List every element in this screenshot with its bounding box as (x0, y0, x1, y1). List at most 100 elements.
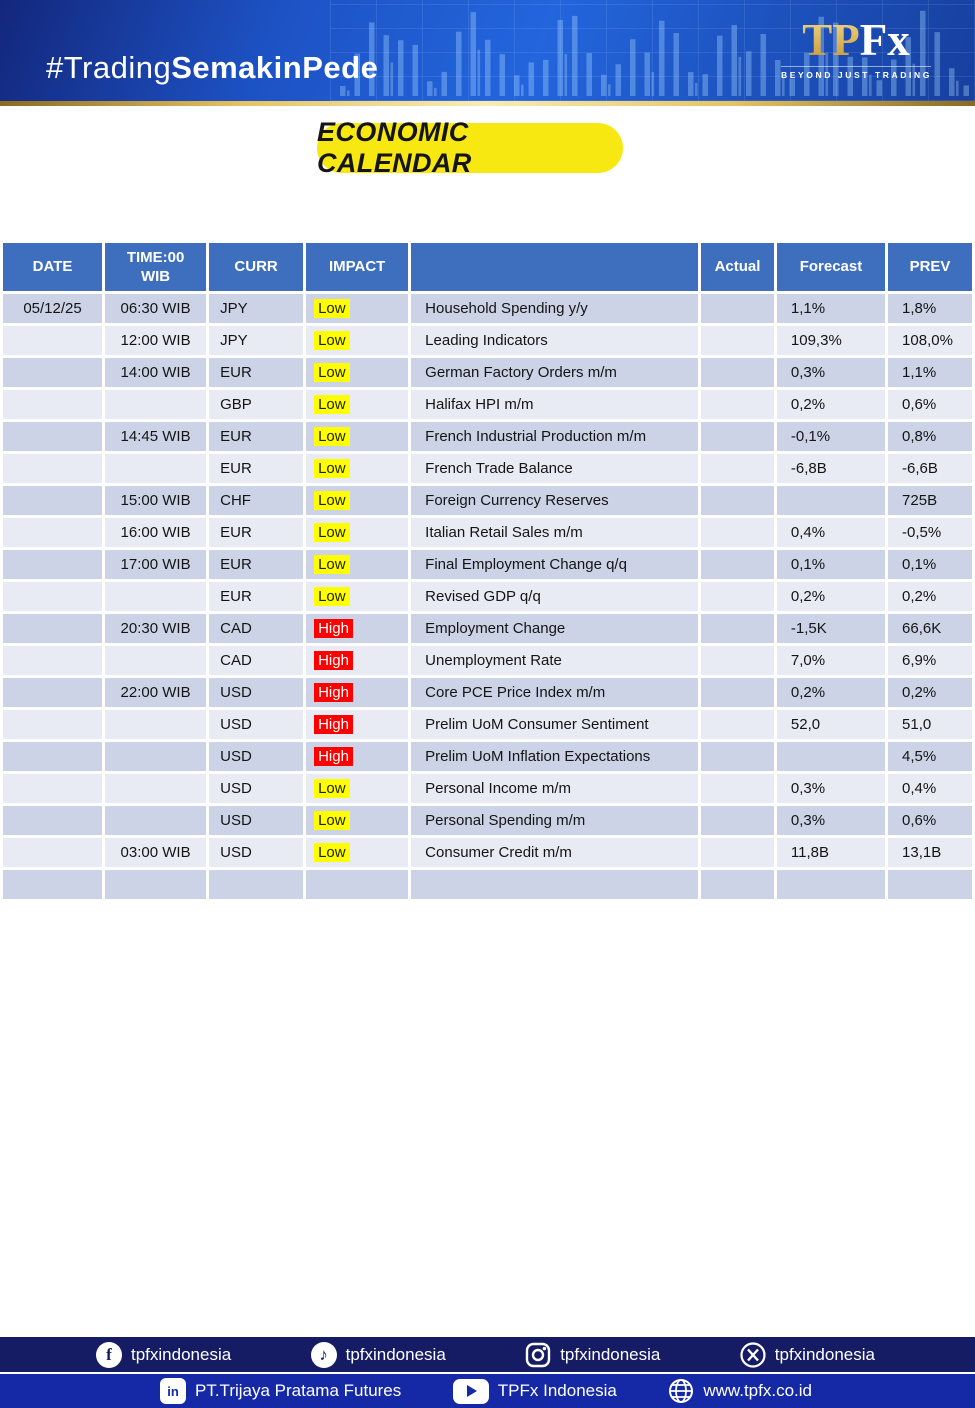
calendar-table-body: 05/12/25 06:30 WIB JPY Low Household Spendin… (0, 291, 975, 902)
impact-badge: High (314, 683, 353, 702)
event-cell: Employment Change (408, 611, 702, 646)
curr-cell: USD (206, 707, 307, 742)
date-cell: 05/12/25 (0, 291, 106, 326)
table-row: CAD High Unemployment Rate 7,0% 6,9% (0, 643, 975, 678)
date-cell (0, 803, 106, 838)
prev-cell: -0,5% (885, 515, 975, 550)
prev-cell: 0,4% (885, 771, 975, 806)
footer-linkedin[interactable]: in PT.Trijaya Pratama Futures (160, 1378, 401, 1404)
social-x[interactable]: tpfxindonesia (740, 1341, 875, 1368)
impact-badge: Low (314, 555, 350, 574)
col-header-impact: IMPACT (303, 240, 412, 294)
event-cell: Foreign Currency Reserves (408, 483, 702, 518)
prev-cell: 725B (885, 483, 975, 518)
curr-cell: EUR (206, 355, 307, 390)
impact-badge: Low (314, 523, 350, 542)
forecast-cell: 0,3% (773, 355, 889, 390)
event-cell: French Industrial Production m/m (408, 419, 702, 454)
date-cell (0, 451, 106, 486)
impact-badge: Low (314, 779, 350, 798)
social-tiktok[interactable]: ♪ tpfxindonesia (310, 1341, 446, 1368)
impact-cell: Low (303, 579, 412, 614)
impact-cell: Low (303, 355, 412, 390)
forecast-cell (773, 867, 889, 902)
curr-cell: EUR (206, 419, 307, 454)
impact-badge: Low (314, 395, 350, 414)
curr-cell: EUR (206, 579, 307, 614)
curr-cell: JPY (206, 291, 307, 326)
event-cell: Personal Spending m/m (408, 803, 702, 838)
impact-cell (303, 867, 412, 902)
time-cell: 03:00 WIB (102, 835, 210, 870)
footer-website[interactable]: www.tpfx.co.id (668, 1378, 812, 1404)
event-cell: Core PCE Price Index m/m (408, 675, 702, 710)
curr-cell: CHF (206, 483, 307, 518)
date-cell (0, 355, 106, 390)
impact-cell: High (303, 643, 412, 678)
actual-cell (698, 419, 777, 454)
prev-cell: 6,9% (885, 643, 975, 678)
instagram-icon (525, 1342, 551, 1367)
impact-badge: High (314, 651, 353, 670)
table-row: EUR Low French Trade Balance -6,8B -6,6B (0, 451, 975, 486)
banner-chart-decoration (340, 10, 969, 97)
impact-cell: Low (303, 803, 412, 838)
table-row: 17:00 WIB EUR Low Final Employment Change q… (0, 547, 975, 582)
prev-cell: 108,0% (885, 323, 975, 358)
time-cell (102, 771, 210, 806)
social-instagram[interactable]: tpfxindonesia (525, 1342, 660, 1368)
tiktok-icon: ♪ (310, 1341, 337, 1368)
prev-cell: 0,2% (885, 579, 975, 614)
tpfx-logo-word: TPFx (781, 16, 931, 64)
date-cell (0, 643, 106, 678)
top-banner: #TradingSemakinPede TPFx BEYOND JUST TRA… (0, 0, 975, 101)
table-row: 14:45 WIB EUR Low French Industrial Product… (0, 419, 975, 454)
date-cell (0, 515, 106, 550)
impact-badge: High (314, 619, 353, 638)
footer-youtube[interactable]: TPFx Indonesia (452, 1378, 617, 1404)
curr-cell: USD (206, 675, 307, 710)
time-cell (102, 739, 210, 774)
date-cell (0, 707, 106, 742)
actual-cell (698, 323, 777, 358)
actual-cell (698, 515, 777, 550)
col-header-time: TIME:00 WIB (102, 240, 210, 294)
prev-cell (885, 867, 975, 902)
curr-cell: JPY (206, 323, 307, 358)
forecast-cell: 109,3% (773, 323, 889, 358)
curr-cell: CAD (206, 643, 307, 678)
impact-cell: Low (303, 771, 412, 806)
curr-cell: CAD (206, 611, 307, 646)
forecast-cell (773, 483, 889, 518)
time-cell: 17:00 WIB (102, 547, 210, 582)
forecast-cell: 0,4% (773, 515, 889, 550)
forecast-cell (773, 739, 889, 774)
col-header-date: DATE (0, 240, 106, 294)
time-cell (102, 643, 210, 678)
table-row: USD Low Personal Spending m/m 0,3% 0,6% (0, 803, 975, 838)
impact-badge: High (314, 715, 353, 734)
prev-cell: 0,2% (885, 675, 975, 710)
prev-cell: 1,8% (885, 291, 975, 326)
tpfx-logo: TPFx BEYOND JUST TRADING (781, 16, 931, 80)
table-row: 14:00 WIB EUR Low German Factory Orders m/m… (0, 355, 975, 390)
social-facebook[interactable]: f tpfxindonesia (96, 1341, 231, 1368)
actual-cell (698, 483, 777, 518)
date-cell (0, 547, 106, 582)
curr-cell (206, 867, 307, 902)
actual-cell (698, 643, 777, 678)
forecast-cell: 0,2% (773, 579, 889, 614)
event-cell: Revised GDP q/q (408, 579, 702, 614)
date-cell (0, 611, 106, 646)
impact-cell: Low (303, 515, 412, 550)
time-cell (102, 707, 210, 742)
time-cell: 20:30 WIB (102, 611, 210, 646)
time-cell: 14:45 WIB (102, 419, 210, 454)
table-row: USD High Prelim UoM Consumer Sentiment 52,0… (0, 707, 975, 742)
event-cell: Prelim UoM Consumer Sentiment (408, 707, 702, 742)
impact-badge: Low (314, 331, 350, 350)
prev-cell: 13,1B (885, 835, 975, 870)
impact-cell: Low (303, 451, 412, 486)
event-cell: Consumer Credit m/m (408, 835, 702, 870)
time-cell: 22:00 WIB (102, 675, 210, 710)
